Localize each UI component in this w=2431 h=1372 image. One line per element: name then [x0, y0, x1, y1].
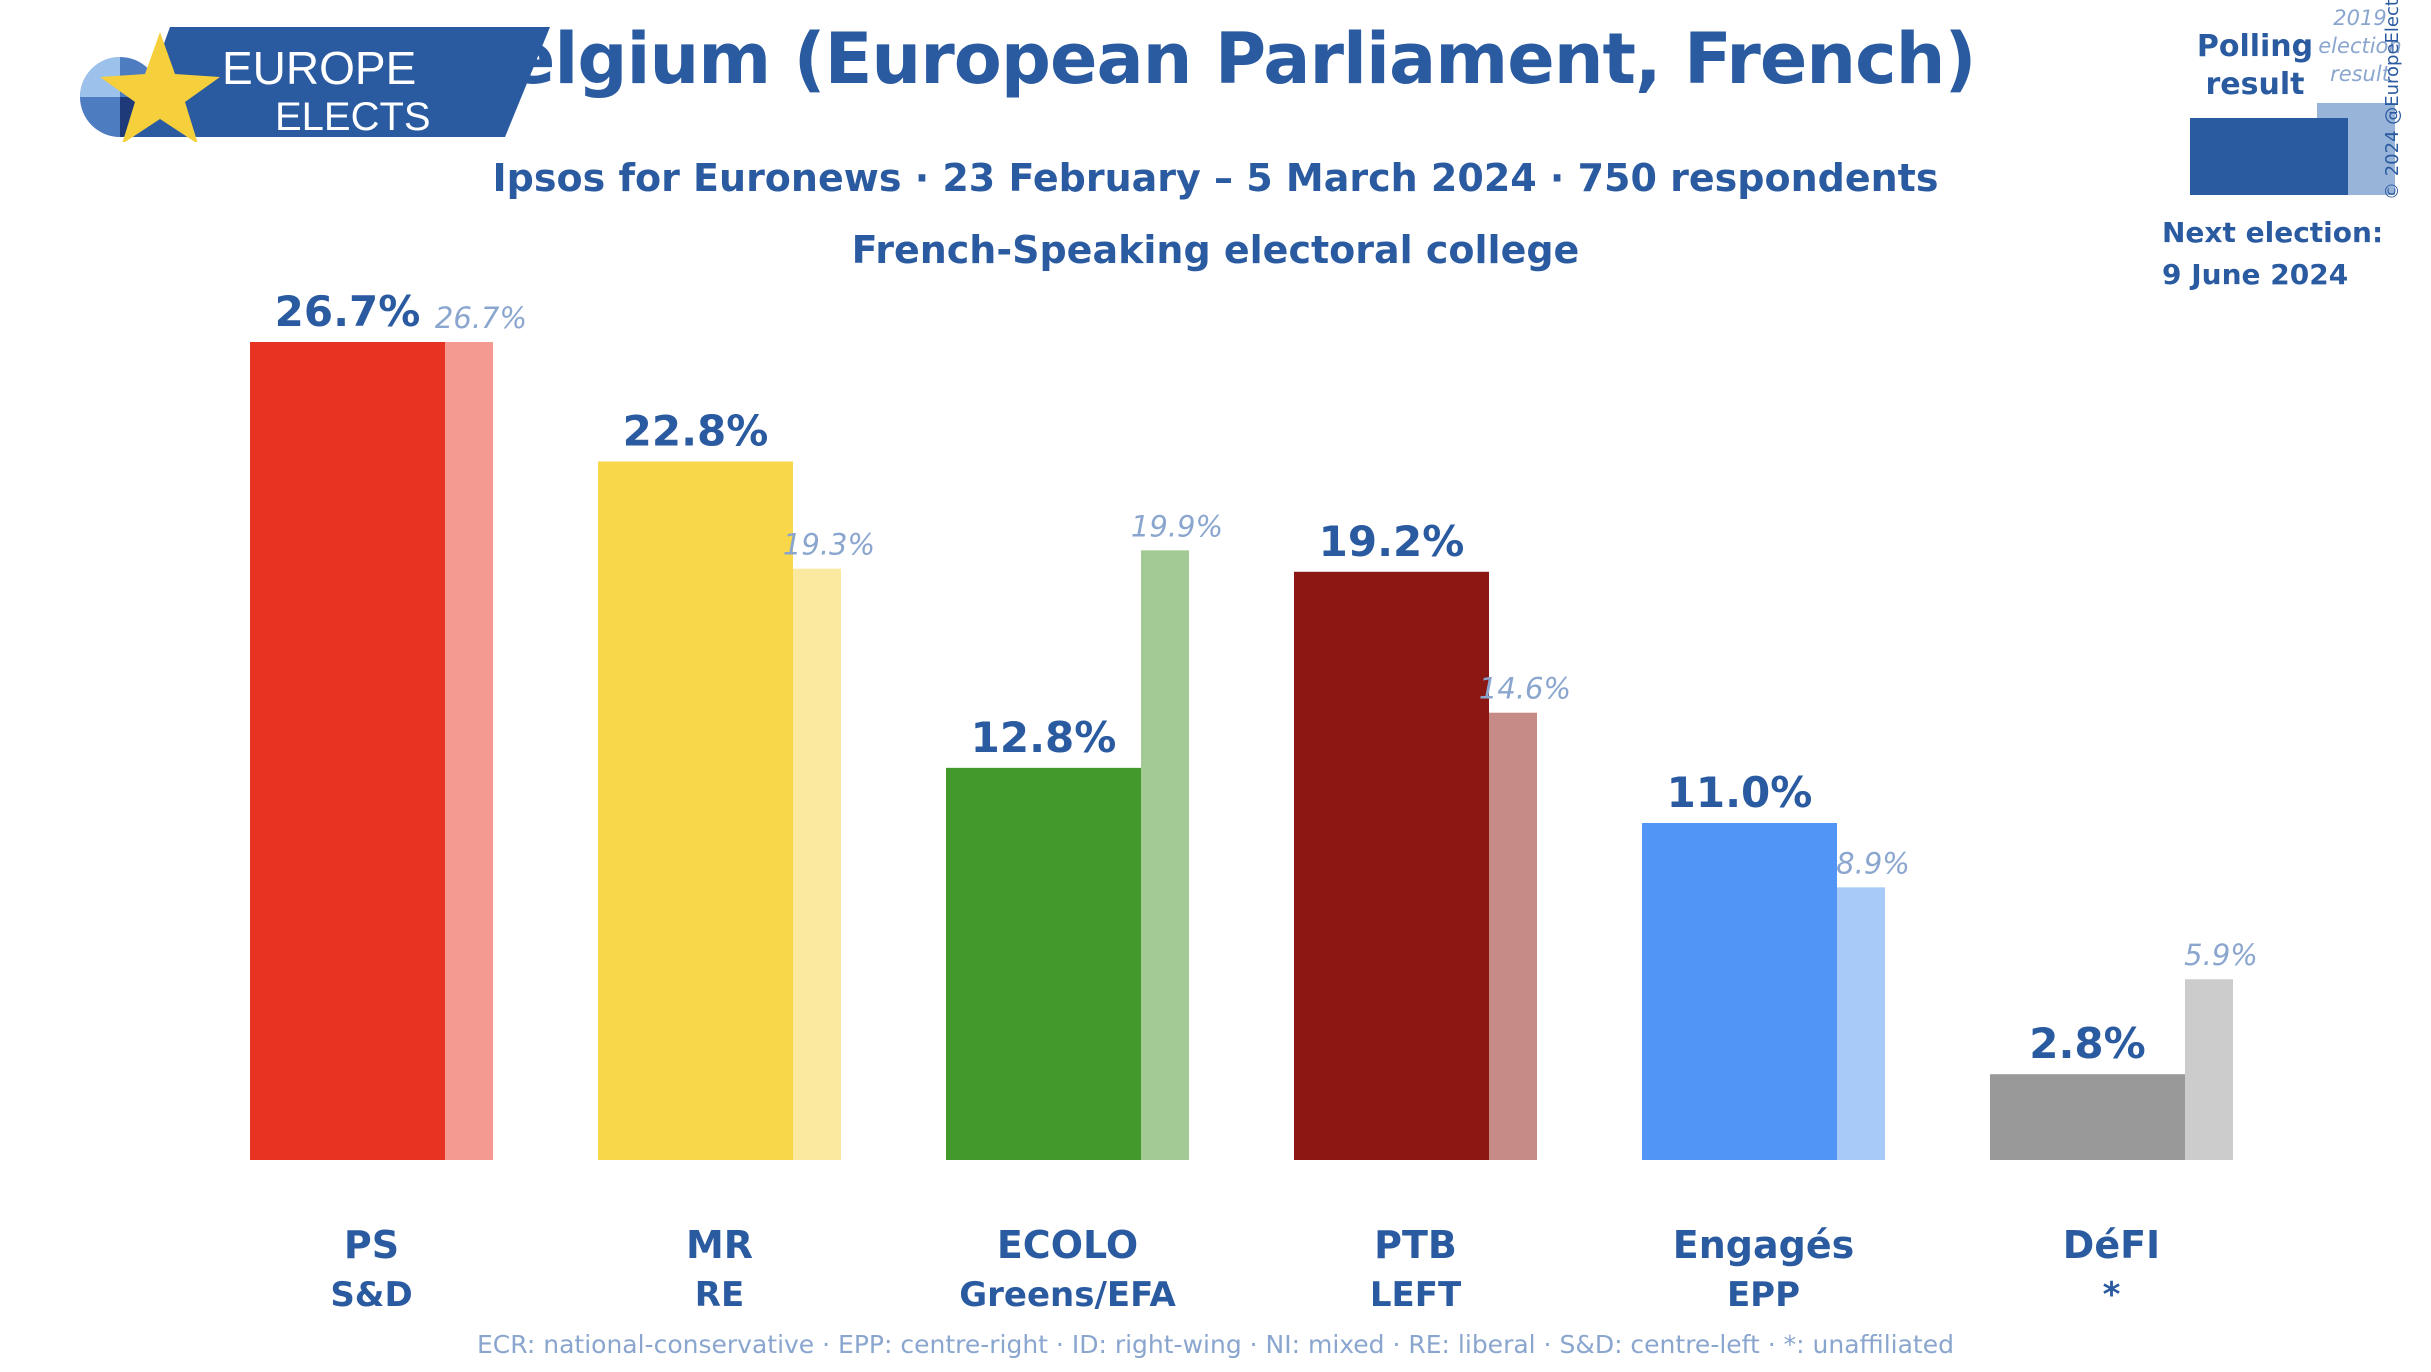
prev-value-label: 19.9% — [1131, 509, 1223, 543]
bar-poll-ecolo — [946, 767, 1141, 1160]
bar-2019-engagés — [1837, 887, 1885, 1160]
next-election-label: Next election: — [2162, 216, 2384, 249]
prev-value-label: 19.3% — [783, 528, 875, 562]
prev-value-label: 26.7% — [435, 301, 527, 335]
poll-value-label: 11.0% — [1667, 768, 1813, 817]
europe-elects-logo: EUROPE ELECTS — [80, 27, 550, 142]
logo-text-elects: ELECTS — [275, 95, 431, 139]
category-label: PTB — [1374, 1223, 1457, 1267]
legend-previous-label: 2019 election result — [2318, 6, 2402, 86]
group-label: RE — [695, 1275, 744, 1315]
group-label: S&D — [330, 1275, 412, 1315]
category-label: ECOLO — [997, 1223, 1138, 1267]
poll-value-label: 19.2% — [1319, 517, 1465, 566]
poll-value-label: 26.7% — [275, 287, 421, 336]
prev-value-label: 14.6% — [1479, 672, 1571, 706]
bar-poll-mr — [598, 461, 793, 1160]
chart-title: Belgium (European Parliament, French) — [455, 18, 1977, 100]
category-label: PS — [344, 1223, 399, 1267]
next-election: Next election: 9 June 2024 — [2162, 212, 2383, 296]
legend-polling-label: Polling result — [2196, 29, 2314, 102]
next-election-date: 9 June 2024 — [2162, 258, 2349, 291]
category-label: DéFI — [2063, 1223, 2160, 1267]
group-label: EPP — [1727, 1275, 1800, 1315]
bar-poll-défi — [1990, 1074, 2185, 1160]
legend: 2019 election result Polling result Next… — [2160, 0, 2431, 300]
bar-2019-ptb — [1489, 712, 1537, 1160]
legend-polling-swatch — [2190, 118, 2348, 195]
poll-value-label: 2.8% — [2029, 1019, 2145, 1068]
group-label: Greens/EFA — [959, 1275, 1176, 1315]
group-label: LEFT — [1370, 1275, 1462, 1315]
category-label: MR — [686, 1223, 753, 1267]
prev-value-label: 5.9% — [2184, 938, 2258, 972]
logo-text-europe: EUROPE — [222, 42, 416, 94]
bar-poll-ptb — [1294, 571, 1489, 1160]
category-label: Engagés — [1673, 1223, 1854, 1267]
chart-subtitle-college: French-Speaking electoral college — [851, 228, 1580, 272]
bar-2019-ps — [445, 342, 493, 1160]
chart-subtitle: Ipsos for Euronews · 23 February – 5 Mar… — [492, 156, 1939, 200]
poll-value-label: 12.8% — [971, 713, 1117, 762]
prev-value-label: 8.9% — [1836, 846, 1910, 880]
bar-2019-défi — [2185, 979, 2233, 1160]
bar-poll-engagés — [1642, 822, 1837, 1160]
footer-legend: ECR: national-conservative · EPP: centre… — [477, 1330, 1954, 1359]
bar-2019-ecolo — [1141, 550, 1189, 1160]
bar-2019-mr — [793, 568, 841, 1160]
poll-value-label: 22.8% — [623, 406, 769, 455]
bar-poll-ps — [250, 342, 445, 1160]
group-label: * — [2103, 1275, 2121, 1315]
